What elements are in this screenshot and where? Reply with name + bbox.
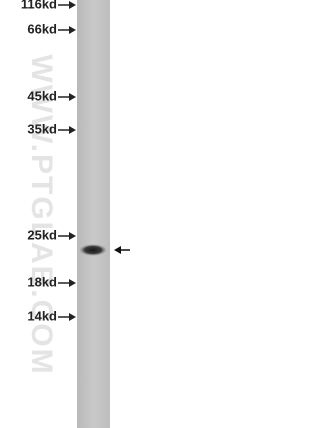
marker-arrow <box>58 26 76 34</box>
marker-arrow <box>58 232 76 240</box>
marker-label: 14kd <box>27 308 57 323</box>
gel-lane <box>77 0 110 428</box>
marker-arrow <box>58 93 76 101</box>
marker-arrow <box>58 126 76 134</box>
watermark: WWW.PTGLAB.COM <box>25 54 58 375</box>
marker-label: 45kd <box>27 88 57 103</box>
marker-arrow <box>58 1 76 9</box>
marker-label: 18kd <box>27 274 57 289</box>
marker-label: 35kd <box>27 121 57 136</box>
protein-band <box>79 244 107 256</box>
marker-label: 116kd <box>21 0 57 11</box>
western-blot: WWW.PTGLAB.COM 116kd 66kd 45kd 35kd 25kd 18kd… <box>21 0 130 428</box>
marker-label: 25kd <box>27 227 57 242</box>
band-arrow <box>114 246 130 254</box>
marker-arrow <box>58 313 76 321</box>
marker-label: 66kd <box>27 21 57 36</box>
marker-arrow <box>58 279 76 287</box>
